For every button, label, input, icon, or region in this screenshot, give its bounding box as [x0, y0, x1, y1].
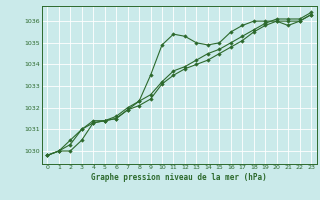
X-axis label: Graphe pression niveau de la mer (hPa): Graphe pression niveau de la mer (hPa)	[91, 173, 267, 182]
